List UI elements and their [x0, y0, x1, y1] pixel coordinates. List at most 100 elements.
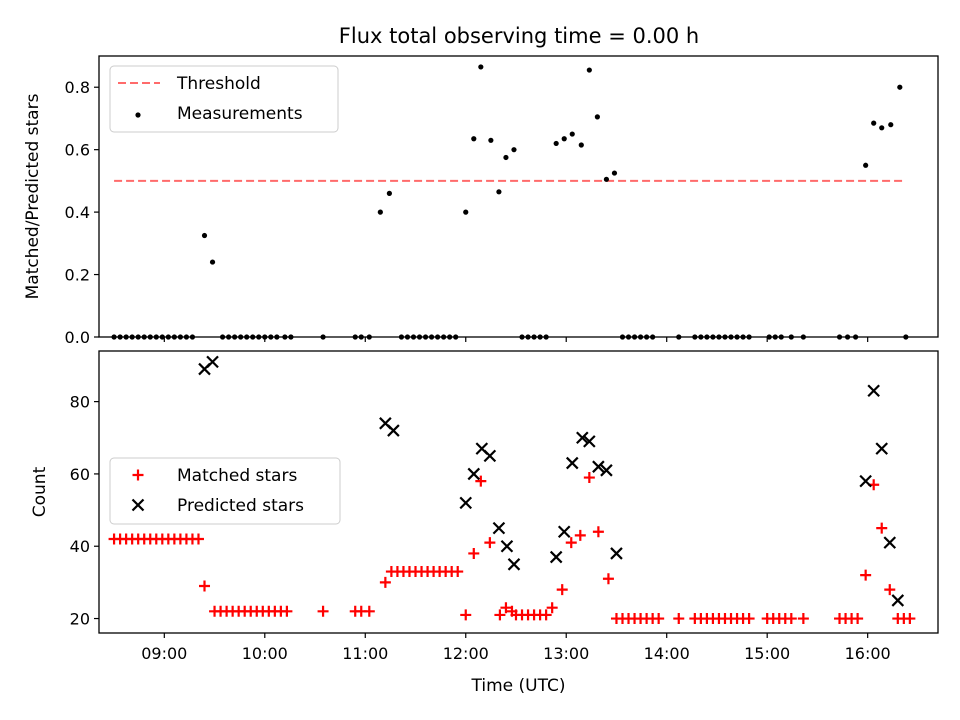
- data-point: [463, 209, 469, 215]
- x-tick-label: 14:00: [644, 644, 690, 663]
- x-axis-label: Time (UTC): [471, 676, 566, 696]
- data-point: [468, 547, 480, 559]
- axes-frame: [98, 55, 939, 338]
- y-tick-label: 0.4: [65, 203, 90, 222]
- data-point: [363, 605, 375, 617]
- data-point: [574, 529, 586, 541]
- legend-label: Matched stars: [177, 466, 297, 486]
- y-tick-label: 80: [70, 393, 90, 412]
- y-tick-label: 0.0: [65, 328, 90, 347]
- data-point: [478, 64, 484, 70]
- data-point: [511, 147, 517, 153]
- data-point: [452, 566, 464, 578]
- bottom-panel: 20 40 60 80 09:00 10:00 11:00 12:00 13:00 14:00 15…: [30, 350, 939, 696]
- data-point: [281, 605, 293, 617]
- data-point: [488, 137, 494, 143]
- data-point: [546, 602, 558, 614]
- data-point: [209, 259, 216, 265]
- y-tick-label: 40: [70, 537, 90, 556]
- data-point: [897, 84, 903, 90]
- data-point: [603, 176, 610, 182]
- chart-title: Flux total observing time = 0.00 h: [339, 24, 699, 48]
- data-point: [611, 170, 618, 176]
- data-point: [863, 162, 869, 168]
- series-predicted-stars: [198, 355, 905, 607]
- legend-label: Predicted stars: [177, 496, 304, 516]
- data-point: [492, 521, 506, 535]
- data-point: [467, 467, 481, 481]
- data-point: [860, 569, 872, 581]
- x-tick-label: 15:00: [744, 644, 790, 663]
- y-tick-label: 60: [70, 465, 90, 484]
- legend: Threshold Measurements: [109, 65, 339, 133]
- data-point: [199, 580, 211, 592]
- data-point: [483, 449, 497, 463]
- data-point: [673, 613, 685, 625]
- data-point: [192, 533, 204, 545]
- y-tick-label: 0.6: [65, 141, 90, 160]
- top-panel: 0.0 0.2 0.4 0.6 0.8 Matched/Predicted stars Th…: [23, 55, 939, 347]
- data-point: [500, 539, 514, 553]
- data-point: [503, 154, 509, 161]
- data-point: [884, 584, 896, 596]
- legend-label: Measurements: [177, 104, 303, 124]
- data-point: [891, 594, 905, 607]
- data-point: [569, 131, 575, 137]
- data-point: [743, 613, 755, 625]
- legend-swatch: [131, 498, 145, 512]
- data-point: [379, 576, 391, 588]
- data-point: [540, 609, 552, 621]
- data-point: [206, 355, 219, 369]
- data-point: [578, 142, 584, 148]
- data-point: [459, 496, 473, 510]
- data-point: [496, 189, 502, 195]
- data-point: [875, 442, 889, 455]
- axes-frame: [98, 350, 939, 634]
- data-point: [557, 525, 571, 539]
- data-point: [879, 125, 885, 131]
- x-tick-label: 12:00: [443, 644, 489, 663]
- data-point: [904, 613, 916, 625]
- data-point: [859, 474, 872, 488]
- x-tick-label: 13:00: [543, 644, 589, 663]
- data-point: [583, 472, 595, 484]
- data-point: [484, 537, 496, 549]
- data-point: [471, 136, 477, 142]
- x-tick-label: 11:00: [342, 644, 388, 663]
- x-tick-label: 16:00: [845, 644, 891, 663]
- data-point: [876, 522, 888, 534]
- data-point: [867, 384, 880, 398]
- data-point: [386, 190, 392, 196]
- data-point: [785, 613, 797, 625]
- data-point: [592, 526, 604, 538]
- data-point: [888, 122, 894, 128]
- data-point: [653, 613, 665, 625]
- series-matched-stars: [108, 472, 916, 625]
- data-point: [500, 602, 512, 614]
- data-point: [883, 536, 897, 549]
- data-point: [201, 232, 208, 239]
- data-point: [602, 573, 614, 585]
- data-point: [387, 424, 400, 437]
- data-point: [565, 456, 579, 470]
- legend-swatch: [132, 469, 144, 481]
- data-point: [377, 209, 383, 215]
- y-tick-label: 0.2: [65, 266, 90, 285]
- data-point: [556, 584, 568, 596]
- data-point: [507, 558, 521, 571]
- data-point: [592, 460, 605, 473]
- legend-frame: [109, 65, 339, 133]
- legend: Matched stars Predicted stars: [109, 457, 341, 525]
- data-point: [586, 67, 592, 73]
- data-point: [610, 547, 623, 560]
- data-point: [494, 609, 506, 621]
- data-point: [600, 464, 613, 477]
- data-point: [561, 136, 567, 142]
- data-point: [594, 114, 600, 120]
- y-axis-label: Count: [30, 466, 50, 517]
- y-axis-label: Matched/Predicted stars: [23, 93, 43, 299]
- legend-frame: [109, 457, 341, 525]
- data-point: [797, 613, 809, 625]
- data-point: [460, 609, 472, 621]
